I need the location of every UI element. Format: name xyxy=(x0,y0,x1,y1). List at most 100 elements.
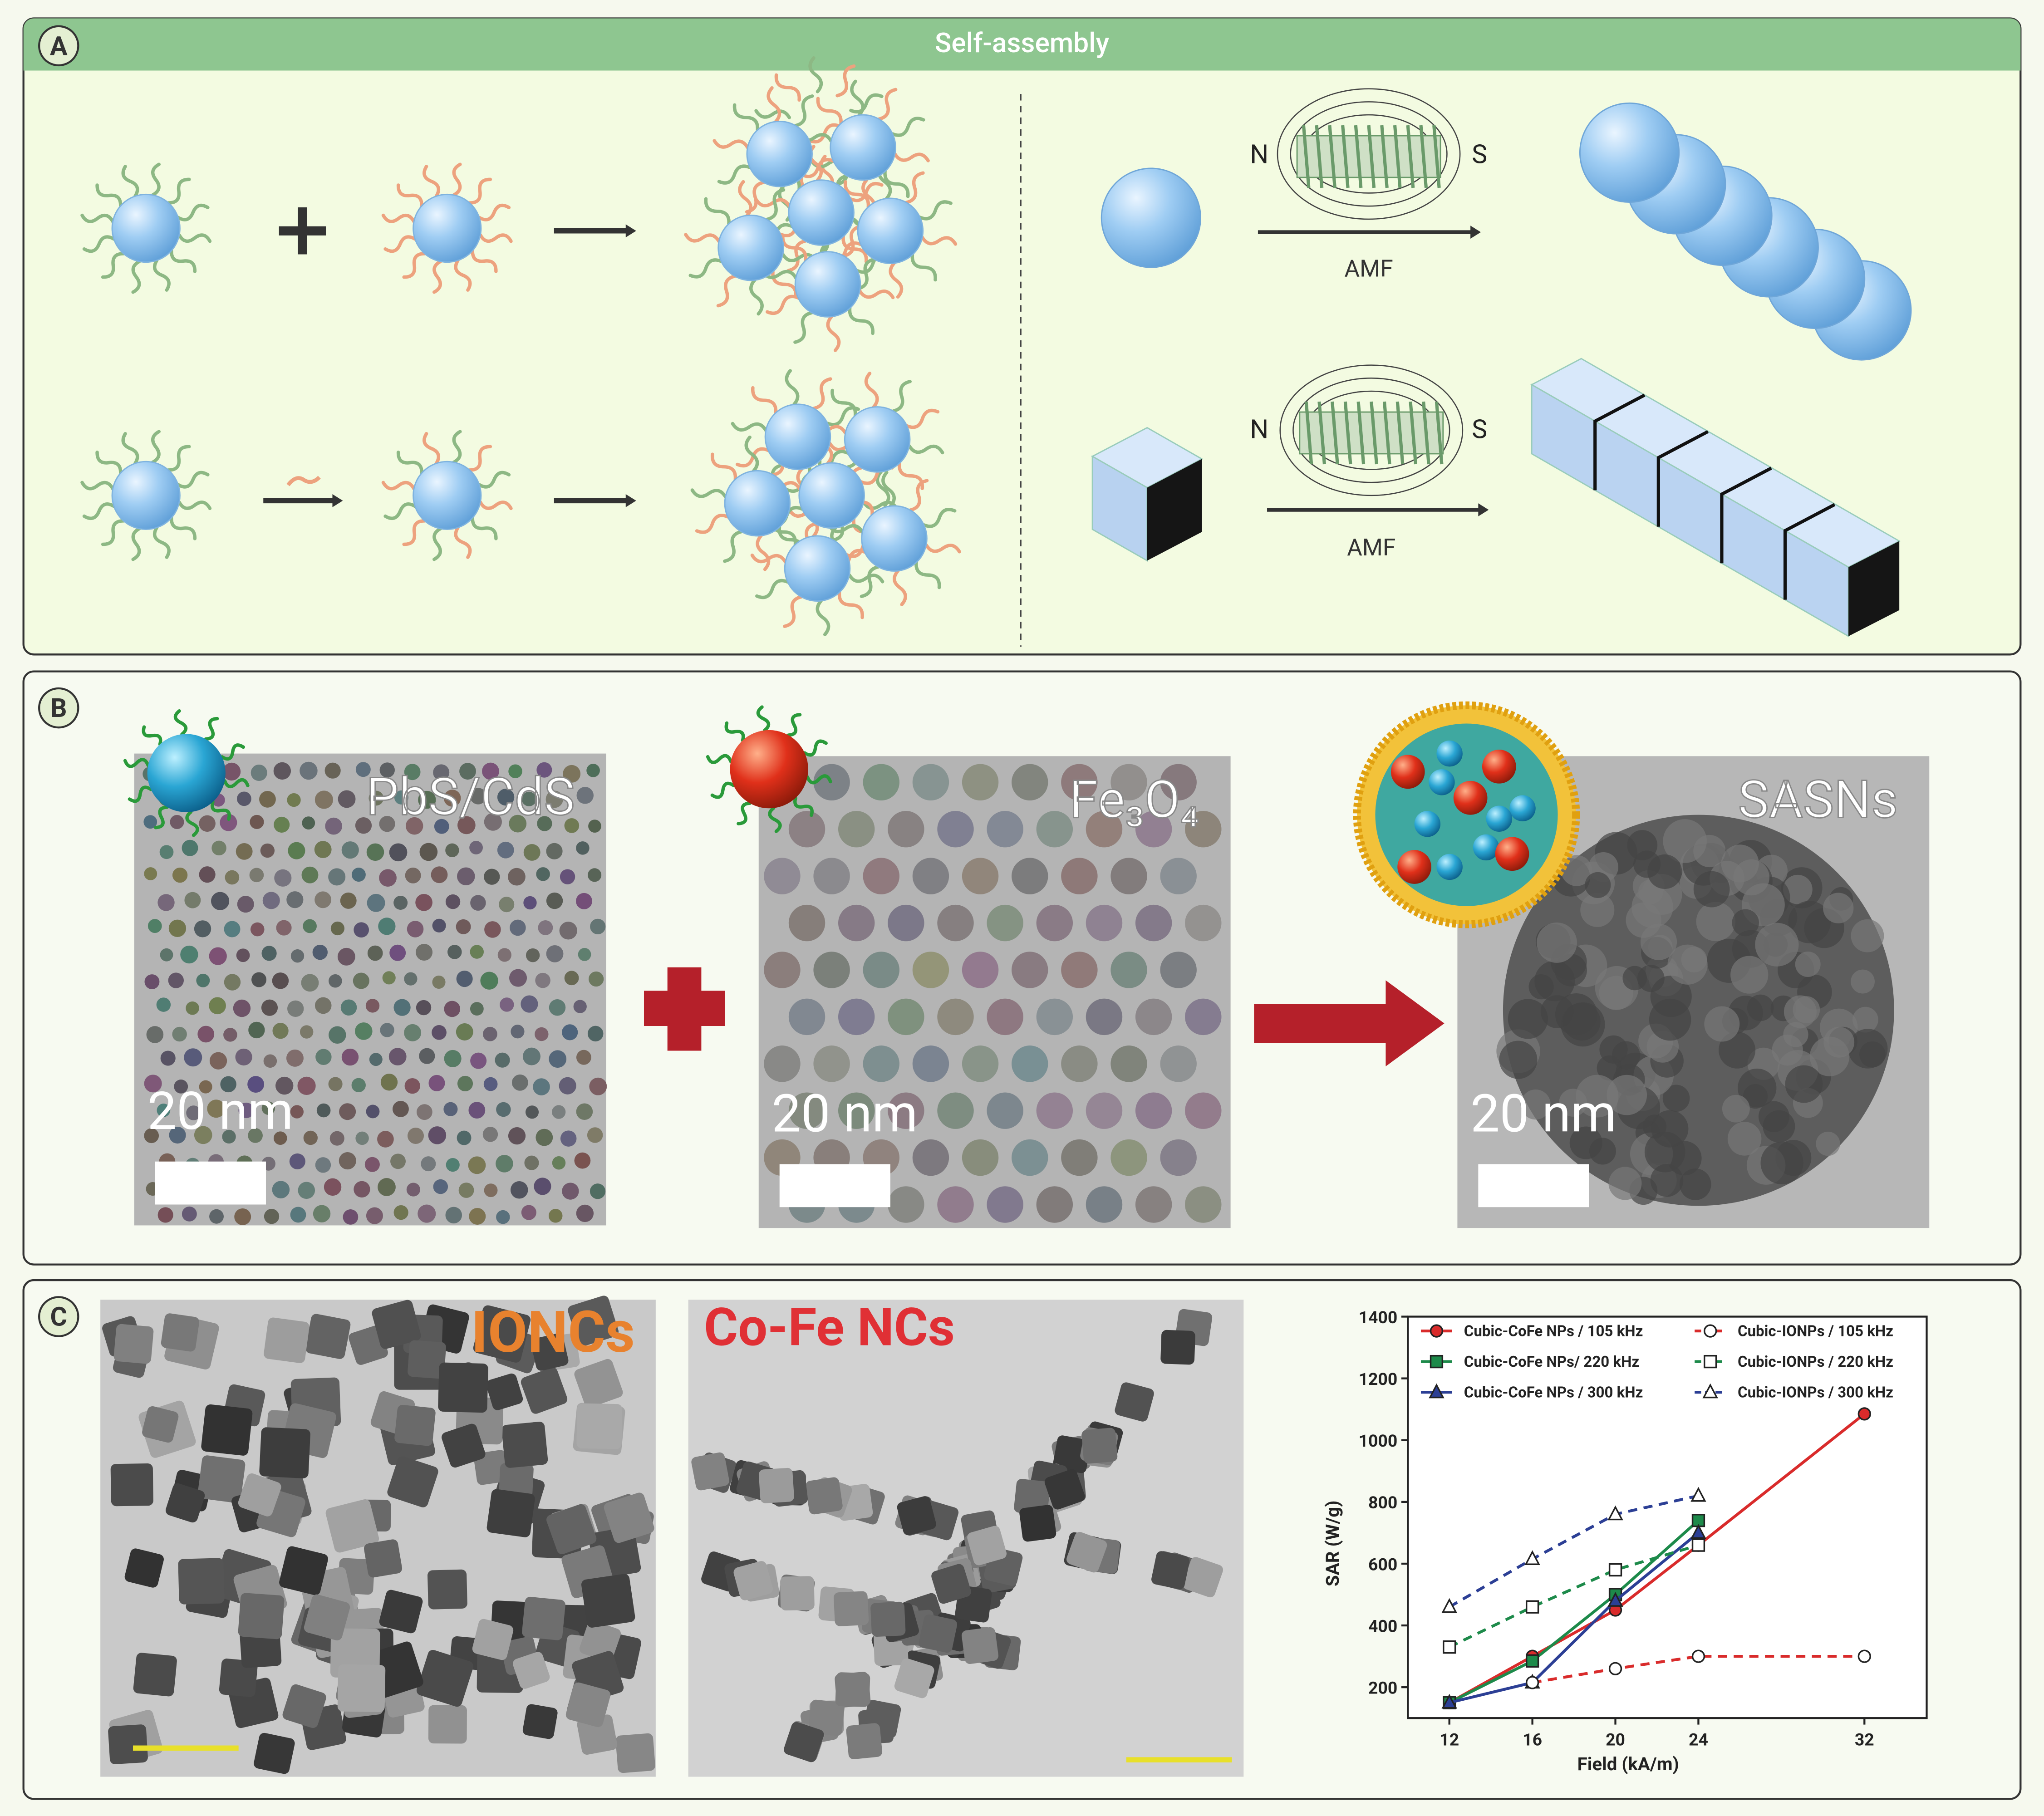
nanocrystal xyxy=(250,922,265,937)
assembly-grain xyxy=(1622,966,1647,991)
scale-bar-label: 20 nm xyxy=(147,1081,294,1142)
nanocrystal xyxy=(1086,904,1123,942)
nanocrystal xyxy=(562,1024,578,1041)
assembly-grain xyxy=(1693,871,1730,908)
particle xyxy=(861,505,928,572)
ligand xyxy=(918,200,953,221)
nanocrystal xyxy=(576,1103,593,1120)
assembly-grain xyxy=(1612,1041,1641,1070)
ligand xyxy=(860,565,880,598)
assembly-grain xyxy=(1760,1141,1803,1185)
nanocube xyxy=(834,1591,869,1626)
nanocube xyxy=(574,1359,623,1408)
assembly-grain xyxy=(1649,998,1691,1041)
nanocrystal xyxy=(379,869,397,887)
nanocube xyxy=(416,1649,474,1707)
nanocrystal xyxy=(314,891,332,908)
nanocrystal xyxy=(563,765,581,783)
particle-icon xyxy=(730,730,808,809)
nanocrystal xyxy=(419,843,438,861)
nanocrystal xyxy=(987,1186,1023,1223)
nanocrystal xyxy=(157,1104,171,1117)
field-label: AMF xyxy=(1347,534,1395,561)
nanocrystal xyxy=(587,1127,603,1143)
nanocrystal xyxy=(470,895,486,911)
nanocrystal xyxy=(312,944,328,960)
assembly-grain xyxy=(1696,902,1736,942)
nanocrystal xyxy=(537,816,552,831)
nanocrystal xyxy=(576,1204,594,1222)
nanocrystal xyxy=(355,1022,373,1040)
nanocrystal xyxy=(329,974,342,988)
nanocrystal xyxy=(389,843,408,862)
nanocrystal xyxy=(404,1078,420,1094)
nanocrystal xyxy=(248,1128,263,1143)
nanocrystal xyxy=(546,843,563,859)
ligand xyxy=(128,785,153,803)
ligand xyxy=(793,311,814,344)
nanocrystal xyxy=(169,1126,186,1144)
marker xyxy=(1702,1383,1718,1399)
nanocrystal xyxy=(378,918,396,935)
ligand xyxy=(211,800,231,821)
nanocrystal xyxy=(144,1128,159,1144)
nanocrystal xyxy=(1110,952,1147,988)
nanocrystal xyxy=(1061,858,1098,894)
ligand xyxy=(717,164,752,185)
nanocube xyxy=(1115,1382,1154,1422)
marker xyxy=(1430,1355,1444,1369)
nanocube xyxy=(427,1569,467,1610)
ligand xyxy=(684,233,721,243)
nanocrystal xyxy=(1160,1045,1197,1082)
nanocrystal xyxy=(211,840,226,856)
assembly-grain xyxy=(1730,956,1769,994)
nanocrystal xyxy=(209,1209,224,1224)
ligand xyxy=(856,257,876,291)
ligand xyxy=(471,249,498,273)
nanocube xyxy=(919,1614,958,1653)
nanocrystal xyxy=(445,894,461,909)
nanocrystal xyxy=(444,1050,462,1067)
nanocrystal xyxy=(223,1028,237,1042)
legend-label: Cubic-CoFe NPs/ 220 kHz xyxy=(1464,1353,1639,1371)
nanocrystal xyxy=(549,1050,567,1068)
nanocrystal xyxy=(416,1000,432,1016)
nanocrystal xyxy=(1061,952,1098,988)
nanocube xyxy=(931,1564,971,1604)
nanocrystal xyxy=(388,1048,407,1065)
nanocrystal xyxy=(987,1092,1023,1129)
nanocrystal xyxy=(446,1158,460,1172)
assembly-grain xyxy=(1727,1122,1762,1156)
nanocrystal xyxy=(508,868,526,886)
nanocrystal xyxy=(196,973,210,987)
assembly-grain xyxy=(1743,1084,1768,1109)
nanocrystal xyxy=(199,815,216,832)
nanocrystal xyxy=(250,815,264,829)
sphere xyxy=(1579,102,1680,203)
ligand xyxy=(185,810,199,837)
nanocrystal xyxy=(1012,1139,1048,1176)
ligand xyxy=(173,709,188,736)
nanocube xyxy=(142,1406,179,1443)
nanocrystal xyxy=(224,921,241,937)
nanocrystal xyxy=(524,1155,539,1170)
nanocrystal xyxy=(330,921,345,936)
ligand xyxy=(396,183,424,208)
ligand xyxy=(151,430,161,464)
nanocube xyxy=(577,1714,618,1755)
nanocrystal xyxy=(468,1102,486,1119)
nanocube xyxy=(379,1590,423,1634)
nanocrystal xyxy=(500,997,514,1012)
nanocrystal xyxy=(365,999,380,1013)
nanocrystal xyxy=(1185,998,1222,1036)
coil-turn xyxy=(1317,401,1326,465)
nanocrystal xyxy=(160,948,173,962)
nanocrystal xyxy=(209,947,227,965)
nanocrystal xyxy=(367,945,383,961)
coil-turn xyxy=(1419,125,1428,188)
nanocrystal xyxy=(445,843,459,858)
nanocrystal xyxy=(289,1153,305,1169)
assembly-grain xyxy=(1795,952,1821,977)
ligand xyxy=(121,432,139,465)
nanocube xyxy=(565,1682,611,1728)
